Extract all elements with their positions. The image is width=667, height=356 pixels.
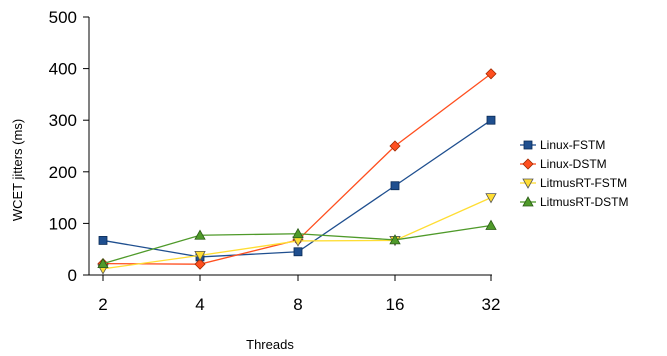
data-point <box>194 258 206 270</box>
legend-label: Linux-DSTM <box>540 157 607 171</box>
data-point <box>97 257 109 269</box>
data-point <box>485 68 497 80</box>
legend-item: Linux-FSTM <box>520 138 605 152</box>
data-point <box>485 193 497 204</box>
legend-label: Linux-FSTM <box>540 138 605 152</box>
y-tick-label: 200 <box>49 163 77 182</box>
axes <box>88 17 492 276</box>
legend-label: LitmusRT-FSTM <box>540 176 627 190</box>
y-tick-label: 500 <box>49 8 77 27</box>
data-point <box>390 181 400 191</box>
data-point <box>194 229 206 240</box>
data-point <box>292 227 304 239</box>
x-tick-label: 16 <box>386 295 405 314</box>
data-point <box>194 250 206 262</box>
x-ticks: 2 4 8 16 32 <box>98 275 500 314</box>
data-point <box>389 140 401 152</box>
data-point <box>486 115 496 125</box>
x-tick-label: 2 <box>98 295 107 314</box>
legend-label: LitmusRT-DSTM <box>540 195 628 209</box>
x-axis-title: Threads <box>246 337 294 352</box>
x-tick-label: 8 <box>293 295 302 314</box>
y-tick-label: 300 <box>49 111 77 130</box>
y-tick-label: 400 <box>49 60 77 79</box>
legend-marker <box>522 196 534 207</box>
y-tick-label: 0 <box>68 266 77 285</box>
x-tick-label: 4 <box>195 295 204 314</box>
legend-item: LitmusRT-DSTM <box>520 195 628 209</box>
legend: Linux-FSTM Linux-DSTM LitmusRT-FSTM LitmusR… <box>520 138 628 209</box>
legend-marker <box>522 178 534 189</box>
legend-item: LitmusRT-FSTM <box>520 176 627 190</box>
series-layer <box>97 68 497 275</box>
data-point <box>293 247 303 257</box>
y-axis-title: WCET jitters (ms) <box>10 119 25 221</box>
data-point <box>485 219 497 230</box>
data-point <box>389 234 401 245</box>
x-tick-label: 32 <box>482 295 501 314</box>
y-tick-label: 100 <box>49 214 77 233</box>
legend-marker <box>523 140 533 150</box>
data-point <box>98 236 108 245</box>
series-litmusrt-dstm <box>97 219 497 269</box>
legend-marker <box>522 158 534 170</box>
y-ticks: 0 100 200 300 400 500 <box>49 8 89 285</box>
legend-item: Linux-DSTM <box>520 157 607 171</box>
